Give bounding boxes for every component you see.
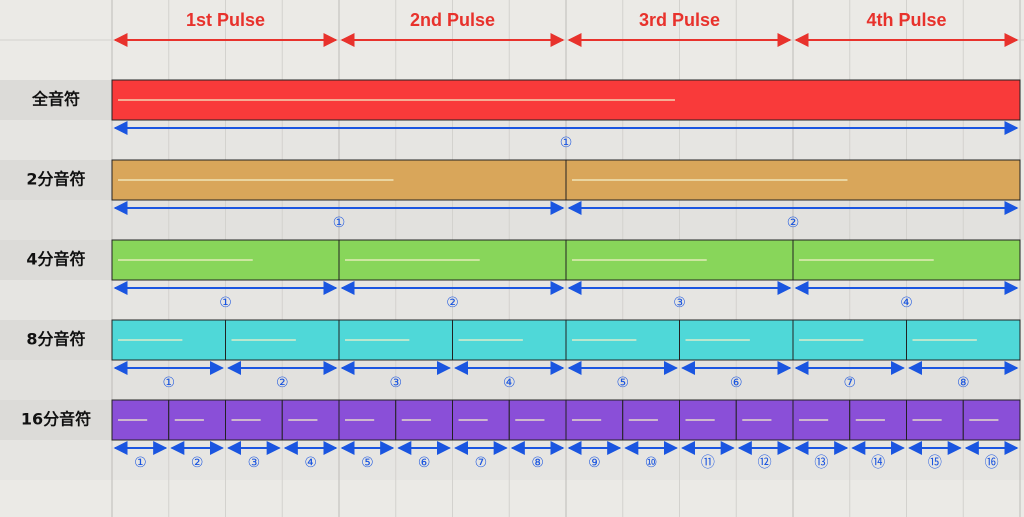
row-label: 2分音符 [26, 170, 85, 189]
note-number: ⑤ [361, 455, 374, 471]
note-number: ① [219, 295, 232, 311]
note-number: ⑭ [871, 455, 885, 471]
pulse-label: 1st Pulse [186, 10, 265, 30]
note-number: ⑮ [928, 455, 942, 471]
note-number: ⑯ [985, 455, 999, 471]
note-number: ④ [304, 455, 317, 471]
label-band [0, 160, 112, 200]
row-label: 4分音符 [26, 250, 85, 269]
label-band [0, 400, 112, 440]
note-number: ⑫ [758, 455, 772, 471]
note-number: ④ [503, 375, 516, 391]
note-number: ③ [673, 295, 686, 311]
note-number: ① [134, 455, 147, 471]
note-number: ① [333, 215, 346, 231]
note-number: ⑪ [701, 455, 715, 471]
note-number: ⑨ [588, 455, 601, 471]
pulse-label: 3rd Pulse [639, 10, 720, 30]
note-number: ⑤ [616, 375, 629, 391]
note-number: ② [446, 295, 459, 311]
note-number: ① [560, 135, 573, 151]
arrow-band [0, 280, 1024, 320]
pulse-label: 2nd Pulse [410, 10, 495, 30]
label-band [0, 80, 112, 120]
note-number: ⑥ [730, 375, 743, 391]
note-number: ③ [389, 375, 402, 391]
row-label: 8分音符 [26, 330, 85, 349]
note-number: ⑥ [418, 455, 431, 471]
note-number: ② [191, 455, 204, 471]
pulse-label: 4th Pulse [866, 10, 946, 30]
arrow-band [0, 200, 1024, 240]
note-number: ③ [248, 455, 261, 471]
arrow-band [0, 120, 1024, 160]
label-band [0, 240, 112, 280]
note-number: ⑧ [957, 375, 970, 391]
label-band [0, 320, 112, 360]
note-number: ② [787, 215, 800, 231]
note-number: ⑧ [531, 455, 544, 471]
note-number: ④ [900, 295, 913, 311]
note-number: ⑦ [843, 375, 856, 391]
note-number: ② [276, 375, 289, 391]
note-number: ⑬ [814, 455, 828, 471]
note-number: ⑦ [475, 455, 488, 471]
note-number: ⑩ [645, 455, 658, 471]
row-label: 全音符 [31, 90, 80, 109]
row-label: 16分音符 [21, 410, 91, 429]
note-number: ① [162, 375, 175, 391]
